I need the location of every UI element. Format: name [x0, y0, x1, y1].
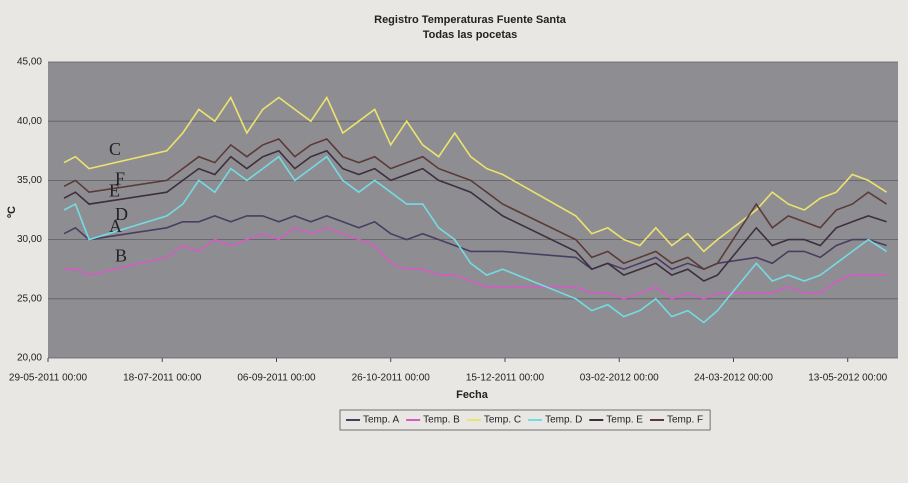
chart-subtitle: Todas las pocetas: [423, 29, 518, 41]
y-tick-label: 35,00: [17, 175, 42, 186]
y-tick-label: 45,00: [17, 57, 42, 68]
x-tick-label: 06-09-2011 00:00: [237, 373, 316, 384]
y-tick-label: 20,00: [17, 353, 42, 364]
series-tag: F: [115, 169, 125, 189]
x-tick-label: 13-05-2012 00:00: [808, 373, 887, 384]
x-tick-label: 03-02-2012 00:00: [580, 373, 659, 384]
x-tick-label: 15-12-2011 00:00: [466, 373, 545, 384]
series-tag: E: [109, 180, 120, 200]
series-line: [63, 95, 888, 253]
x-tick-label: 24-03-2012 00:00: [694, 373, 773, 384]
series-line: [63, 155, 888, 324]
legend: Temp. A Temp. B Temp. C Temp. D Temp. E Temp.…: [339, 409, 711, 431]
x-tick-label: 26-10-2011 00:00: [352, 373, 431, 384]
series-line: [63, 215, 887, 271]
legend-label: Temp. A: [363, 415, 399, 426]
series-line: [64, 226, 887, 300]
legend-label: Temp. F: [667, 415, 703, 426]
series-tag: D: [115, 204, 128, 224]
x-tick-label: 29-05-2011 00:00: [9, 373, 88, 384]
y-tick-label: 40,00: [17, 116, 42, 127]
legend-label: Temp. D: [545, 415, 582, 426]
series-tag: B: [115, 245, 127, 265]
y-tick-label: 30,00: [17, 234, 42, 245]
x-tick-label: 18-07-2011 00:00: [123, 373, 202, 384]
legend-label: Temp. B: [423, 415, 460, 426]
series-line: [63, 149, 887, 282]
y-axis-label: ºC: [6, 206, 18, 218]
x-axis-label: Fecha: [456, 389, 489, 401]
legend-box: [339, 409, 711, 431]
series-tag: A: [109, 216, 122, 236]
legend-label: Temp. E: [606, 415, 643, 426]
chart-title: Registro Temperaturas Fuente Santa: [374, 14, 567, 26]
series-line: [63, 138, 888, 271]
legend-label: Temp. C: [484, 415, 521, 426]
series-tag: C: [109, 139, 121, 159]
y-tick-label: 25,00: [17, 293, 42, 304]
